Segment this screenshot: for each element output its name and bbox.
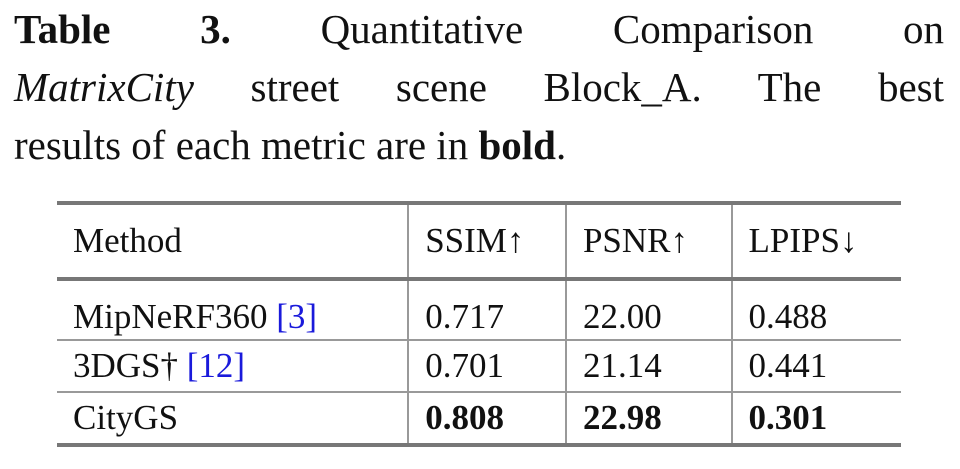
metric-value: 22.00 bbox=[582, 297, 662, 336]
method-cell: 3DGS† [12] bbox=[57, 339, 409, 392]
caption-text: MatrixCity bbox=[14, 64, 194, 110]
value-cell: 22.00 bbox=[564, 279, 732, 340]
citation: [12] bbox=[186, 346, 246, 385]
header-cell: Method bbox=[57, 201, 409, 281]
results-table: Method SSIM↑ PSNR↑ LPIPS↓ MipNeRF360 [3] 0.71… bbox=[57, 201, 901, 447]
caption-text: bold bbox=[478, 122, 556, 168]
caption: Table 3. Quantitative Comparison on Matr… bbox=[14, 0, 944, 174]
value-cell: 21.14 bbox=[564, 339, 732, 392]
metric-value: 0.808 bbox=[425, 398, 504, 437]
metric-value: 0.441 bbox=[748, 346, 828, 385]
metric-value: 0.488 bbox=[748, 297, 828, 336]
value-cell: 0.488 bbox=[730, 279, 901, 340]
table-row: CityGS 0.808 22.98 0.301 bbox=[57, 391, 901, 447]
metric-value: 21.14 bbox=[582, 346, 662, 385]
caption-text: street scene Block_A. The best bbox=[250, 64, 945, 110]
value-cell: 0.441 bbox=[730, 339, 901, 392]
value-cell: 0.701 bbox=[407, 339, 566, 392]
header-text: Method bbox=[73, 221, 182, 260]
caption-line: Table 3. Quantitative Comparison on bbox=[14, 0, 944, 58]
table-body: Method SSIM↑ PSNR↑ LPIPS↓ MipNeRF360 [3] 0.71… bbox=[57, 201, 901, 447]
metric-value: 0.717 bbox=[425, 297, 504, 336]
value-cell: 22.98 bbox=[564, 391, 732, 447]
caption-label: Table 3. bbox=[14, 6, 231, 52]
header-row: Method SSIM↑ PSNR↑ LPIPS↓ bbox=[57, 201, 901, 281]
header-text: SSIM↑ bbox=[425, 221, 525, 260]
header-text: PSNR↑ bbox=[582, 221, 688, 260]
metric-value: 0.701 bbox=[425, 346, 504, 385]
table-row: MipNeRF360 [3] 0.717 22.00 0.488 bbox=[57, 279, 901, 340]
citation: [3] bbox=[276, 297, 318, 336]
method-cell: MipNeRF360 [3] bbox=[57, 279, 408, 340]
caption-text: results of each metric are in bbox=[14, 122, 469, 168]
caption-text: . bbox=[555, 122, 567, 168]
caption-line: results of each metric are in bold. bbox=[14, 116, 944, 174]
header-cell: LPIPS↓ bbox=[730, 201, 901, 281]
header-text: LPIPS↓ bbox=[748, 221, 858, 260]
header-cell: SSIM↑ bbox=[407, 201, 566, 281]
value-cell: 0.808 bbox=[407, 391, 566, 447]
caption-text: Quantitative Comparison on bbox=[320, 6, 945, 52]
header-cell: PSNR↑ bbox=[564, 201, 732, 281]
metric-value: 0.301 bbox=[748, 398, 828, 437]
method-name: 3DGS† bbox=[73, 346, 179, 385]
method-name: MipNeRF360 bbox=[73, 297, 268, 336]
method-cell: CityGS bbox=[57, 391, 409, 447]
metric-value: 22.98 bbox=[582, 398, 662, 437]
table-row: 3DGS† [12] 0.701 21.14 0.441 bbox=[57, 339, 901, 392]
method-name: CityGS bbox=[73, 398, 179, 437]
value-cell: 0.717 bbox=[407, 279, 566, 340]
caption-line: MatrixCity street scene Block_A. The bes… bbox=[14, 58, 944, 116]
value-cell: 0.301 bbox=[730, 391, 901, 447]
